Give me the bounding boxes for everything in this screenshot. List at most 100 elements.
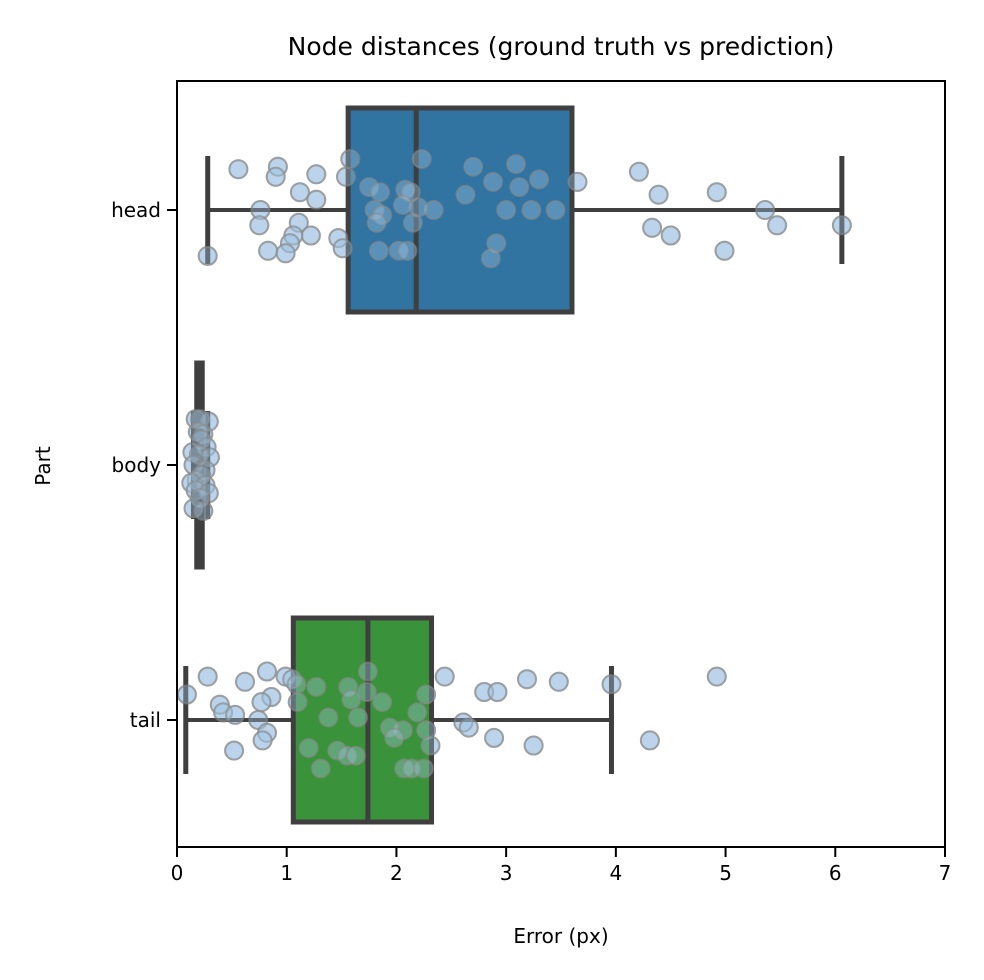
y-tick-label-body: body (112, 453, 162, 477)
y-axis-ticks: head body tail (111, 198, 177, 732)
point-overlay-tail-19 (372, 692, 393, 713)
chart-title: Node distances (ground truth vs predicti… (288, 32, 835, 61)
point-overlay-head-2 (265, 166, 286, 187)
point-overlay-tail-36 (416, 720, 437, 741)
point-overlay-head-21 (289, 182, 310, 203)
point-overlay-head-53 (480, 248, 501, 269)
point-overlay-tail-7 (357, 661, 378, 682)
point-overlay-head-13 (359, 177, 379, 198)
point-overlay-tail-10 (434, 666, 455, 687)
point-overlay-tail-45 (384, 727, 405, 748)
point-overlay-head-7 (506, 154, 526, 175)
point-overlay-head-17 (455, 184, 476, 205)
point-overlay-tail-46 (310, 758, 331, 779)
point-overlay-head-0 (228, 159, 249, 180)
x-tick-label-1: 1 (280, 861, 293, 885)
points-top-layer (176, 149, 852, 779)
point-overlay-head-18 (509, 177, 530, 198)
point-overlay-head-49 (397, 240, 418, 261)
point-overlay-tail-17 (176, 684, 197, 705)
x-tick-label-6: 6 (829, 861, 842, 885)
point-overlay-tail-38 (484, 727, 505, 748)
point-overlay-tail-13 (601, 674, 622, 695)
x-tick-label-5: 5 (719, 861, 732, 885)
x-axis-label: Error (px) (513, 924, 608, 948)
point-overlay-tail-32 (458, 717, 479, 738)
point-overlay-head-26 (496, 200, 517, 220)
point-overlay-tail-35 (379, 717, 400, 738)
point-overlay-tail-18 (416, 684, 437, 705)
point-overlay-head-52 (197, 245, 218, 266)
point-overlay-tail-44 (523, 735, 544, 756)
point-overlay-tail-22 (341, 689, 362, 710)
point-overlay-head-36 (402, 212, 423, 233)
point-overlay-tail-39 (639, 730, 660, 751)
point-overlay-head-4 (340, 149, 361, 169)
y-tick-label-head: head (111, 198, 161, 222)
x-tick-label-4: 4 (609, 861, 622, 885)
point-overlay-tail-12 (548, 671, 569, 692)
point-overlay-head-28 (545, 200, 566, 220)
point-overlay-head-14 (370, 182, 390, 203)
point-overlay-tail-26 (225, 704, 246, 725)
point-overlay-head-24 (423, 200, 444, 220)
point-overlay-head-5 (411, 149, 432, 169)
point-overlay-tail-29 (287, 692, 308, 713)
point-overlay-head-40 (300, 225, 321, 246)
point-overlay-tail-24 (407, 702, 428, 723)
x-axis-ticks: 0 1 2 3 4 5 6 7 (171, 847, 952, 885)
point-overlay-tail-27 (318, 707, 339, 728)
x-tick-label-7: 7 (939, 861, 952, 885)
point-overlay-tail-47 (394, 758, 415, 779)
point-overlay-head-45 (258, 240, 279, 261)
point-overlay-head-9 (628, 161, 649, 182)
point-overlay-body-20 (193, 500, 214, 521)
point-overlay-head-6 (463, 156, 484, 177)
point-overlay-head-38 (767, 215, 788, 236)
point-overlay-tail-42 (327, 740, 348, 761)
point-overlay-head-39 (831, 215, 852, 236)
point-overlay-head-43 (328, 228, 349, 249)
point-overlay-tail-21 (251, 692, 272, 713)
point-overlay-tail-25 (213, 702, 234, 723)
y-axis-label: Part (31, 446, 55, 486)
point-overlay-head-35 (366, 212, 387, 233)
box-tail (290, 615, 435, 825)
point-overlay-tail-14 (706, 666, 727, 687)
point-overlay-head-44 (280, 233, 300, 254)
y-tick-label-tail: tail (130, 708, 161, 732)
point-overlay-tail-20 (261, 687, 282, 707)
point-overlay-tail-1 (257, 661, 277, 682)
point-overlay-head-51 (714, 240, 735, 261)
point-overlay-tail-0 (197, 666, 218, 687)
point-overlay-tail-28 (348, 707, 368, 728)
point-overlay-tail-4 (235, 671, 255, 692)
point-overlay-tail-11 (517, 669, 537, 690)
point-overlay-tail-37 (252, 730, 273, 751)
point-overlay-head-27 (521, 200, 542, 220)
box-head (345, 105, 575, 315)
point-overlay-head-54 (332, 238, 353, 259)
point-overlay-head-22 (306, 189, 327, 210)
point-overlay-head-29 (755, 200, 776, 220)
point-overlay-head-8 (567, 171, 588, 192)
point-overlay-head-23 (250, 200, 271, 220)
point-overlay-tail-49 (401, 758, 422, 779)
point-overlay-head-3 (306, 164, 327, 185)
point-overlay-head-10 (336, 166, 356, 187)
x-tick-label-0: 0 (171, 861, 184, 885)
point-overlay-head-46 (275, 243, 296, 264)
x-tick-label-2: 2 (390, 861, 403, 885)
point-overlay-head-31 (393, 194, 413, 215)
point-overlay-head-37 (642, 217, 663, 238)
point-overlay-tail-41 (224, 740, 245, 761)
point-overlay-head-19 (648, 184, 669, 205)
point-overlay-tail-51 (345, 745, 366, 766)
point-overlay-tail-16 (487, 682, 508, 702)
point-overlay-head-11 (483, 171, 503, 192)
point-overlay-tail-5 (286, 674, 307, 695)
point-overlay-head-41 (660, 225, 681, 246)
point-overlay-tail-40 (298, 738, 319, 758)
point-overlay-tail-50 (420, 735, 441, 756)
